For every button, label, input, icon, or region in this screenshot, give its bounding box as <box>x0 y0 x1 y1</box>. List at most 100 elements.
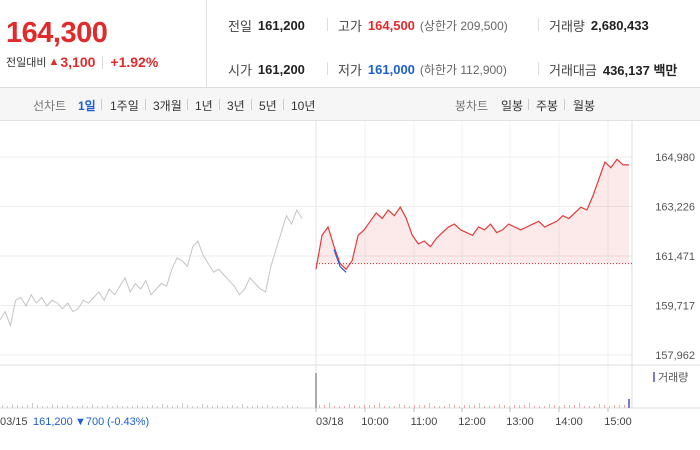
price-chart[interactable]: 164,980 163,226 161,471 159,717 157,962 거래량 03… <box>0 121 700 450</box>
tab-1week[interactable]: 1주일 <box>110 99 139 113</box>
volume-bar <box>177 405 178 408</box>
volume-bar <box>609 406 610 408</box>
volume-bar <box>539 406 540 408</box>
volume-bar <box>67 405 68 408</box>
volume-bar <box>419 405 420 408</box>
prev-day-close: 161,200 <box>33 416 73 428</box>
tab-5year[interactable]: 5년 <box>259 99 277 113</box>
x-tick-label: 15:00 <box>604 416 632 428</box>
volume-bar <box>628 399 630 408</box>
volume-bar <box>389 406 390 408</box>
tab-1year[interactable]: 1년 <box>195 99 213 113</box>
volume-bar <box>32 403 33 408</box>
today-down-segment <box>333 249 347 273</box>
today-area <box>316 159 629 270</box>
tab-3year[interactable]: 3년 <box>227 99 245 113</box>
volume-bar <box>122 406 123 408</box>
volume-bar <box>499 404 500 408</box>
volume-bar <box>414 405 415 408</box>
stat-high: 고가 164,500 (상한가 209,500) <box>338 16 508 35</box>
volume-bar <box>117 405 118 408</box>
volume-bar <box>544 406 545 408</box>
stat-value: 161,200 <box>257 62 305 77</box>
volume-bar <box>404 405 405 408</box>
stat-label: 거래량 <box>549 19 585 34</box>
tab-10year[interactable]: 10년 <box>291 99 316 113</box>
volume-bar <box>489 406 490 408</box>
stat-label: 거래대금 <box>549 63 597 78</box>
volume-bar <box>339 406 340 408</box>
tab-monthly-candle[interactable]: 월봉 <box>573 99 596 113</box>
volume-bar <box>604 405 605 408</box>
divider <box>528 99 529 110</box>
volume-bar <box>379 403 380 408</box>
volume-bar <box>464 405 465 408</box>
chart-svg[interactable]: 164,980 163,226 161,471 159,717 157,962 거래량 03… <box>0 121 700 450</box>
divider <box>327 18 328 31</box>
volume-bar <box>509 406 510 408</box>
volume-bar <box>534 406 535 408</box>
stat-prev-close: 전일 161,200 <box>228 16 305 35</box>
volume-bar <box>549 404 550 408</box>
volume-bar <box>252 406 253 408</box>
volume-bar <box>579 403 580 408</box>
volume-bar <box>167 405 168 408</box>
prev-day-change-pct: (-0.43%) <box>107 416 149 428</box>
y-tick-label: 163,226 <box>655 202 695 214</box>
stat-label: 시가 <box>228 63 252 78</box>
volume-bar <box>334 406 335 408</box>
stat-sub: (하한가 112,900) <box>419 63 507 77</box>
x-tick-label: 03/18 <box>316 416 344 428</box>
volume-bar <box>192 406 193 408</box>
volume-bar <box>519 405 520 408</box>
volume-bar <box>202 404 203 408</box>
volume-bar <box>82 405 83 408</box>
volume-bar <box>349 404 350 408</box>
stat-trade-value: 거래대금 436,137 백만 <box>549 60 677 79</box>
volume-bar <box>282 406 283 408</box>
divider <box>101 99 102 110</box>
volume-bar <box>554 405 555 408</box>
volume-bar <box>142 406 143 408</box>
tab-weekly-candle[interactable]: 주봉 <box>536 99 559 113</box>
volume-bar <box>429 403 430 408</box>
change-row: 전일대비 ▲ 3,100 +1.92% <box>6 54 158 70</box>
divider <box>102 55 104 69</box>
x-tick-label: 13:00 <box>506 416 534 428</box>
volume-bar <box>469 405 470 408</box>
divider <box>564 99 565 110</box>
tab-1day[interactable]: 1일 <box>78 99 96 113</box>
stat-value: 436,137 백만 <box>602 63 678 78</box>
volume-bar <box>444 406 445 408</box>
volume-bar <box>217 405 218 408</box>
tab-3month[interactable]: 3개월 <box>153 99 182 113</box>
change-label: 전일대비 <box>6 57 47 69</box>
volume-bar <box>12 404 13 408</box>
current-price: 164,300 <box>6 17 108 49</box>
chart-tabs: 선차트 1일 1주일 3개월 1년 3년 5년 10년 봉차트 일봉 주봉 월봉 <box>0 88 700 121</box>
stat-label: 고가 <box>338 19 362 34</box>
today-line <box>315 158 629 271</box>
stat-value: 2,680,433 <box>590 18 649 33</box>
price-box: 164,300 전일대비 ▲ 3,100 +1.92% <box>0 0 207 88</box>
volume-bar <box>394 406 395 408</box>
volume-bar <box>319 405 320 408</box>
stat-open: 시가 161,200 <box>228 60 305 79</box>
volume-bar <box>212 406 213 408</box>
volume-bar <box>564 405 565 408</box>
volume-bar <box>102 406 103 408</box>
volume-bar <box>187 405 188 408</box>
previous-day-line <box>0 208 303 328</box>
volume-bar <box>434 406 435 408</box>
volume-bar <box>132 406 133 408</box>
volume-bar <box>92 404 93 408</box>
volume-bar <box>7 406 8 408</box>
volume-bar <box>364 405 365 408</box>
volume-bar <box>424 405 425 408</box>
stat-low: 저가 161,000 (하한가 112,900) <box>338 60 507 79</box>
volume-bar <box>237 406 238 408</box>
tab-daily-candle[interactable]: 일봉 <box>501 99 524 113</box>
divider <box>145 99 146 110</box>
volume-bar <box>369 405 370 408</box>
